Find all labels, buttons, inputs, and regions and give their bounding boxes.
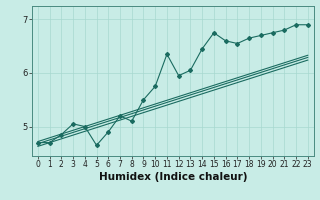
X-axis label: Humidex (Indice chaleur): Humidex (Indice chaleur) [99,172,247,182]
